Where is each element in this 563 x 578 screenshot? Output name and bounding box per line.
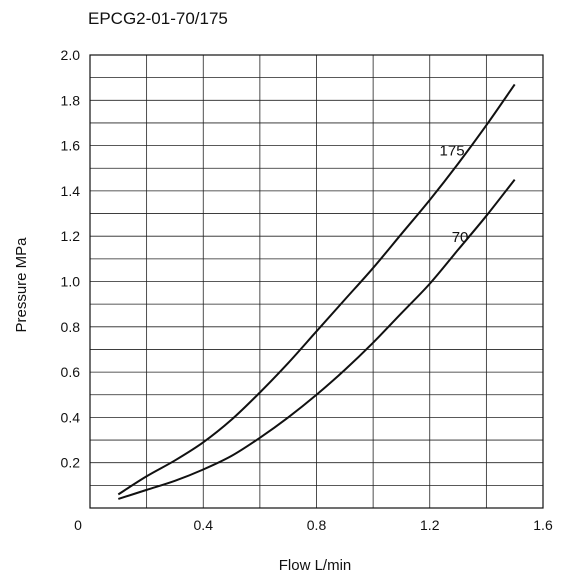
y-tick-label: 1.0 bbox=[61, 274, 81, 290]
y-tick-label: 0.2 bbox=[61, 455, 81, 471]
y-tick-labels: 0.2 0.4 0.6 0.8 1.0 1.2 1.4 1.6 1.8 2.0 bbox=[61, 47, 81, 471]
plot-frame bbox=[89, 54, 544, 509]
x-tick-label: 1.6 bbox=[533, 517, 553, 533]
x-tick-label: 1.2 bbox=[420, 517, 440, 533]
data-series: 175 70 bbox=[117, 83, 516, 500]
series-line-175 bbox=[117, 83, 516, 496]
series-line-70 bbox=[118, 178, 516, 500]
y-tick-label: 0.4 bbox=[61, 409, 81, 425]
y-tick-label: 0.6 bbox=[61, 364, 81, 380]
x-tick-labels: 0 0.4 0.8 1.2 1.6 bbox=[74, 517, 553, 533]
y-tick-label: 2.0 bbox=[61, 47, 81, 63]
series-label-175: 175 bbox=[440, 143, 465, 160]
y-tick-label: 1.2 bbox=[61, 228, 81, 244]
x-axis-label: Flow L/min bbox=[279, 557, 352, 574]
y-axis-label: Pressure MPa bbox=[13, 237, 30, 333]
y-tick-label: 1.8 bbox=[61, 92, 81, 108]
grid-lines bbox=[90, 55, 543, 508]
chart-title: EPCG2-01-70/175 bbox=[88, 9, 228, 28]
y-tick-label: 0.8 bbox=[61, 319, 81, 335]
y-tick-label: 1.4 bbox=[61, 183, 81, 199]
x-tick-label: 0.8 bbox=[307, 517, 327, 533]
x-tick-label: 0 bbox=[74, 517, 82, 533]
y-tick-label: 1.6 bbox=[61, 138, 81, 154]
series-label-70: 70 bbox=[452, 229, 469, 246]
x-tick-label: 0.4 bbox=[194, 517, 214, 533]
